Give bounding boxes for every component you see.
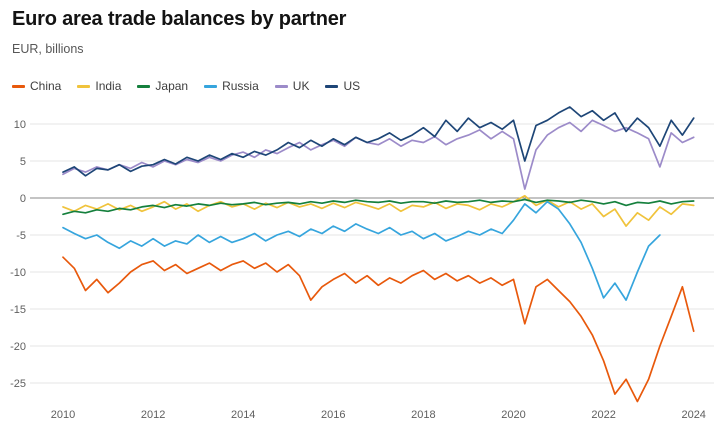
- series-line-china: [62, 256, 695, 403]
- y-tick-label: 0: [20, 193, 26, 205]
- x-tick-label: 2014: [231, 409, 255, 421]
- legend-item-russia: Russia: [204, 79, 259, 93]
- series-line-japan: [62, 198, 695, 216]
- chart: 10 5 0 -5 -10 -15 -20 -25 2010 2012 2014 2016 2018 20…: [0, 98, 727, 437]
- legend-item-china: China: [12, 79, 61, 93]
- y-tick-label: 5: [20, 156, 26, 168]
- y-tick-label: 10: [14, 119, 26, 131]
- legend-swatch-russia: [204, 84, 218, 88]
- legend-label: US: [343, 79, 361, 93]
- legend-item-us: US: [325, 79, 360, 93]
- legend-label: Japan: [155, 79, 189, 93]
- y-tick-label: -15: [10, 304, 26, 316]
- legend-swatch-china: [12, 84, 25, 88]
- x-tick-label: 2012: [141, 409, 165, 421]
- legend-label: China: [30, 79, 62, 93]
- legend-label: India: [95, 79, 122, 93]
- x-tick-label: 2022: [591, 409, 615, 421]
- chart-legend: China India Japan Russia UK US: [12, 79, 727, 93]
- legend-item-uk: UK: [274, 79, 310, 93]
- legend-label: UK: [292, 79, 310, 93]
- y-tick-label: -5: [16, 230, 26, 242]
- legend-swatch-india: [77, 84, 91, 88]
- legend-swatch-uk: [274, 84, 288, 88]
- series-line-uk: [62, 119, 695, 190]
- trade-balance-line-chart: 10 5 0 -5 -10 -15 -20 -25 2010 2012 2014 2016 2018 20…: [10, 106, 714, 421]
- legend-swatch-us: [325, 84, 339, 88]
- y-tick-label: -10: [10, 267, 26, 279]
- x-tick-label: 2010: [51, 409, 75, 421]
- x-tick-label: 2018: [411, 409, 435, 421]
- series-line-us: [62, 106, 695, 177]
- series-line-russia: [62, 200, 661, 301]
- x-tick-label: 2024: [681, 409, 705, 421]
- chart-subtitle: EUR, billions: [12, 42, 84, 56]
- legend-swatch-japan: [137, 84, 151, 88]
- legend-item-india: India: [77, 79, 121, 93]
- legend-item-japan: Japan: [137, 79, 188, 93]
- y-tick-label: -25: [10, 378, 26, 390]
- y-tick-label: -20: [10, 341, 26, 353]
- legend-label: Russia: [222, 79, 259, 93]
- x-tick-label: 2016: [321, 409, 345, 421]
- x-tick-label: 2020: [501, 409, 525, 421]
- page-title: Euro area trade balances by partner: [12, 8, 347, 30]
- series-line-india: [62, 194, 695, 227]
